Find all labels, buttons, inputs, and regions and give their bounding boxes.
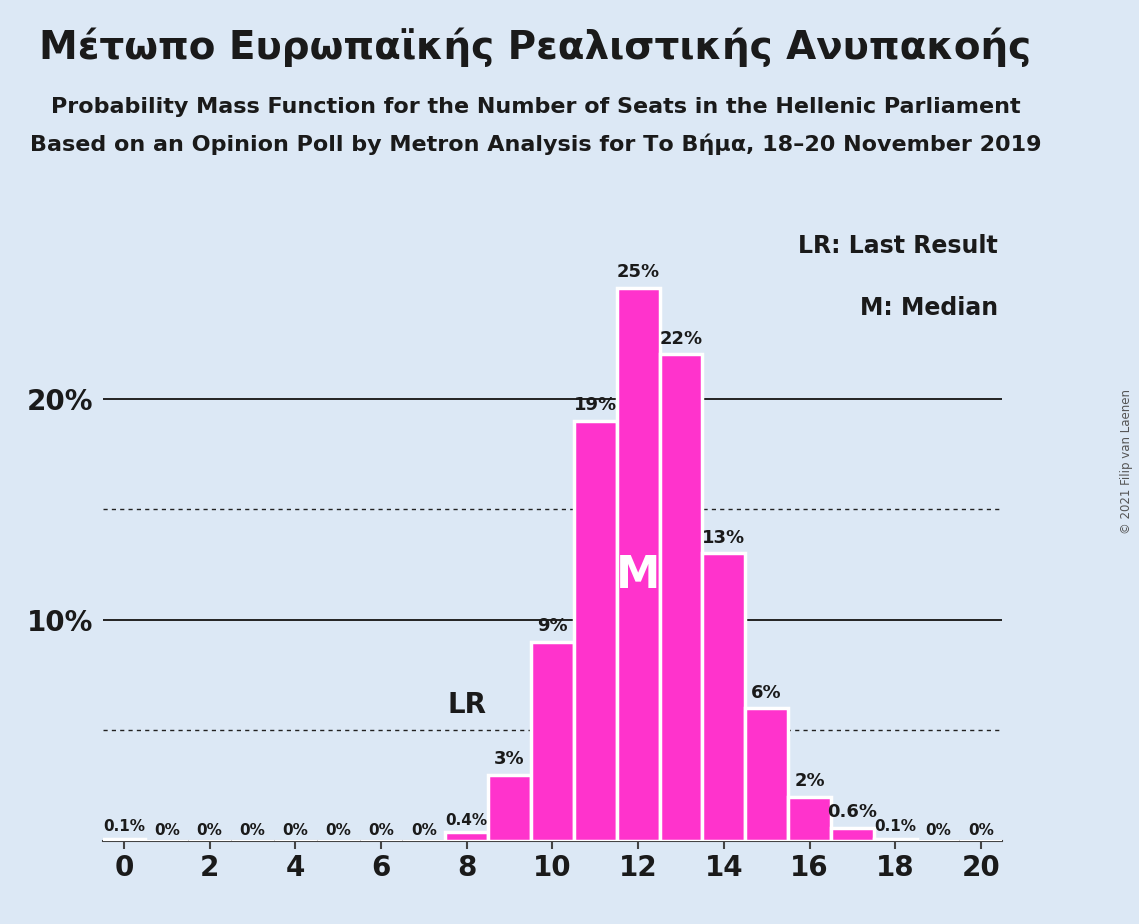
Text: © 2021 Filip van Laenen: © 2021 Filip van Laenen <box>1121 390 1133 534</box>
Text: 0%: 0% <box>411 822 437 837</box>
Bar <box>531 642 574 841</box>
Text: 9%: 9% <box>538 617 567 635</box>
Text: M: Median: M: Median <box>860 296 998 320</box>
Text: 22%: 22% <box>659 330 703 347</box>
Text: 0%: 0% <box>925 822 951 837</box>
Text: 19%: 19% <box>574 396 617 414</box>
Text: 0.6%: 0.6% <box>827 803 877 821</box>
Text: 0%: 0% <box>368 822 394 837</box>
Text: 0%: 0% <box>282 822 309 837</box>
Text: LR: Last Result: LR: Last Result <box>798 234 998 258</box>
Text: 0%: 0% <box>197 822 222 837</box>
Bar <box>659 355 703 841</box>
Text: 0%: 0% <box>968 822 994 837</box>
Text: Μέτωπο Ευρωπαϊκής Ρεαλιστικής Ανυπακοής: Μέτωπο Ευρωπαϊκής Ρεαλιστικής Ανυπακοής <box>39 28 1032 67</box>
Bar <box>574 420 616 841</box>
Text: Probability Mass Function for the Number of Seats in the Hellenic Parliament: Probability Mass Function for the Number… <box>50 97 1021 117</box>
Bar <box>103 839 146 841</box>
Bar <box>489 774 531 841</box>
Text: Based on an Opinion Poll by Metron Analysis for Το Βήμα, 18–20 November 2019: Based on an Opinion Poll by Metron Analy… <box>30 134 1041 155</box>
Text: M: M <box>616 554 661 597</box>
Text: 0%: 0% <box>239 822 265 837</box>
Text: 13%: 13% <box>703 529 745 547</box>
Text: 6%: 6% <box>752 684 782 701</box>
Text: 3%: 3% <box>494 750 525 768</box>
Text: 0.1%: 0.1% <box>103 820 145 834</box>
Text: LR: LR <box>446 691 486 719</box>
Bar <box>788 796 831 841</box>
Bar <box>831 828 874 841</box>
Bar <box>703 553 745 841</box>
Bar <box>745 708 788 841</box>
Text: 0.4%: 0.4% <box>445 812 487 828</box>
Bar <box>445 832 489 841</box>
Text: 0%: 0% <box>154 822 180 837</box>
Text: 2%: 2% <box>794 772 825 790</box>
Text: 0%: 0% <box>326 822 351 837</box>
Bar <box>874 839 917 841</box>
Bar <box>616 288 659 841</box>
Text: 0.1%: 0.1% <box>875 820 916 834</box>
Text: 25%: 25% <box>616 263 659 282</box>
